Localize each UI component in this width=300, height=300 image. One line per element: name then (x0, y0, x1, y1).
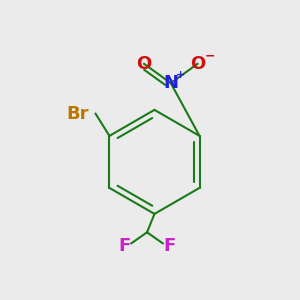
Text: +: + (176, 70, 185, 80)
Text: N: N (163, 74, 178, 92)
Text: Br: Br (66, 105, 88, 123)
Text: F: F (118, 237, 131, 255)
Text: O: O (136, 55, 152, 73)
Text: F: F (163, 237, 176, 255)
Text: −: − (205, 50, 215, 63)
Text: O: O (190, 55, 205, 73)
